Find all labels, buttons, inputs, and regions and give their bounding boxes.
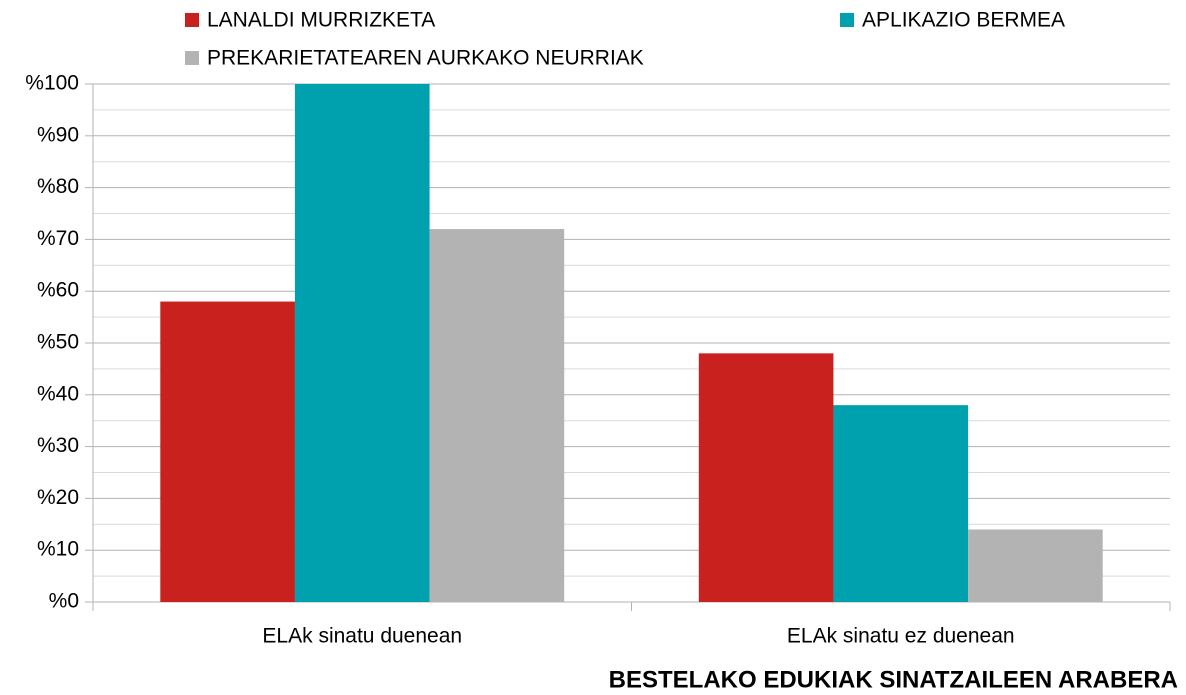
legend-label: APLIKAZIO BERMEA [862,9,1065,32]
y-tick-label: %50 [37,331,79,354]
x-tick-label: ELAk sinatu ez duenean [787,625,1015,648]
y-tick-label: %10 [37,538,79,561]
bar [833,405,969,602]
y-tick-label: %20 [37,486,79,509]
y-tick-label: %80 [37,175,79,198]
y-tick-label: %40 [37,382,79,405]
y-tick-label: %0 [49,590,79,613]
chart-title: BESTELAKO EDUKIAK SINATZAILEEN ARABERA [609,666,1178,693]
bar [294,84,430,602]
bar [968,529,1103,602]
x-tick-label: ELAk sinatu duenean [262,625,462,648]
bar [429,229,565,603]
bar [698,353,834,602]
legend-swatch [185,13,199,27]
bar [160,301,295,602]
legend-swatch [185,51,199,65]
legend-label: LANALDI MURRIZKETA [207,9,435,32]
y-tick-label: %30 [37,434,79,457]
y-tick-label: %60 [37,279,79,302]
legend-label: PREKARIETATEAREN AURKAKO NEURRIAK [207,47,644,70]
y-tick-label: %70 [37,227,79,250]
y-tick-label: %90 [37,123,79,146]
legend-swatch [840,13,854,27]
y-tick-label: %100 [25,72,79,95]
